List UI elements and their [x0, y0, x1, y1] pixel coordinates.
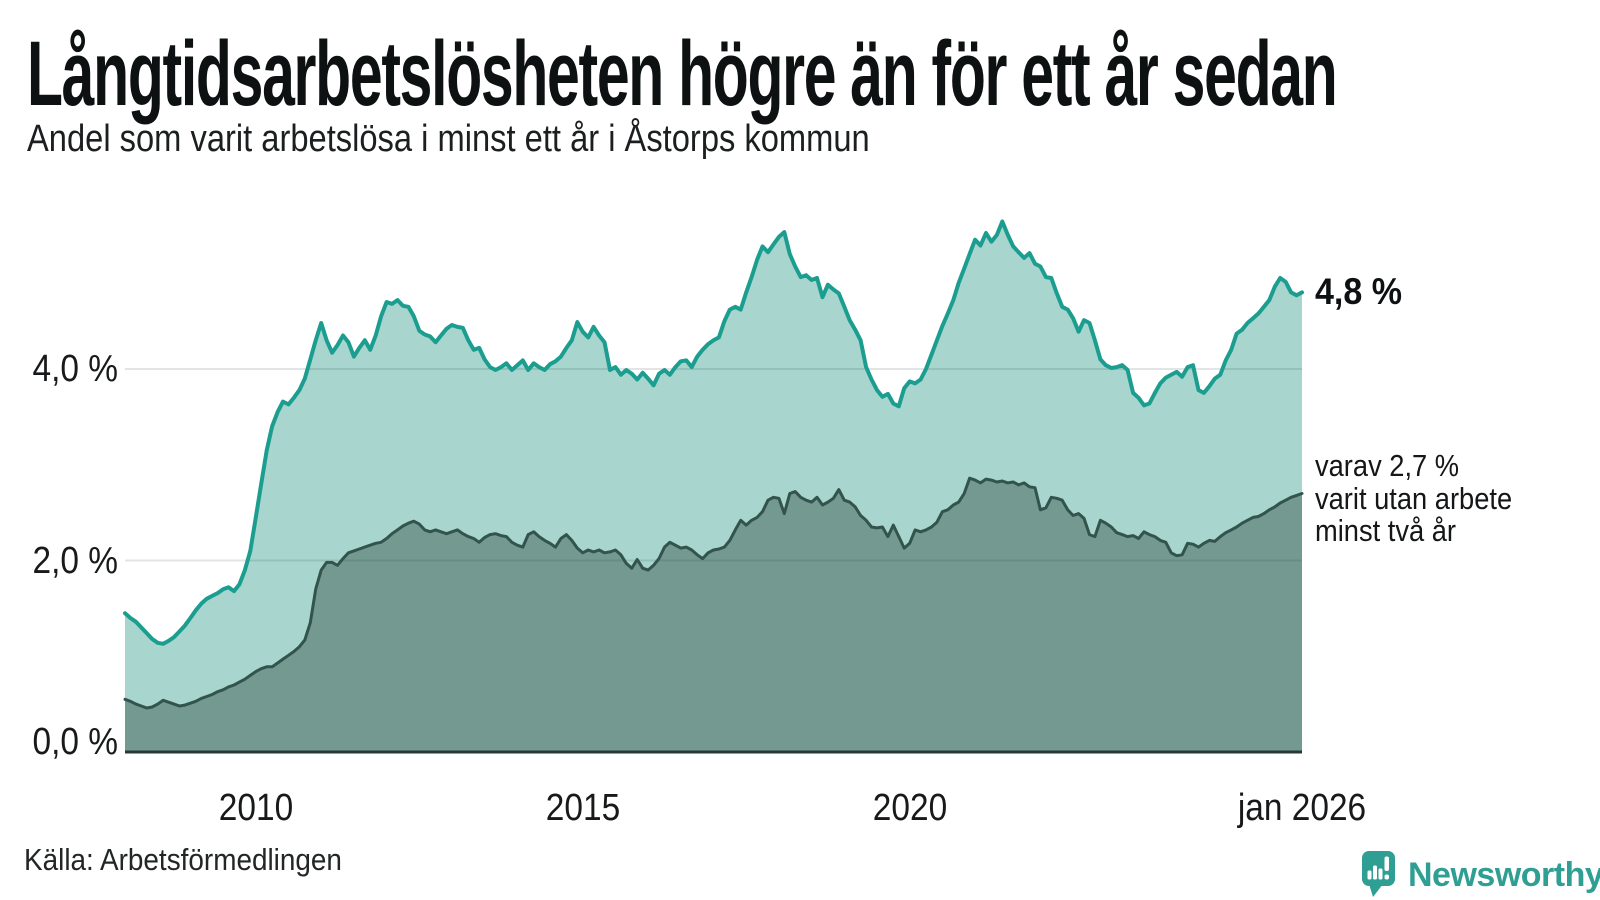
logo-bar-3: [1378, 868, 1383, 880]
logo-bar-2: [1373, 865, 1377, 880]
subset-annotation-line1: varav 2,7 %: [1315, 448, 1460, 483]
subset-area-fill: [125, 478, 1302, 752]
source-note: Källa: Arbetsförmedlingen: [24, 842, 342, 877]
x-tick-label: 2020: [872, 787, 947, 829]
subset-annotation: varav 2,7 % varit utan arbete minst två …: [1315, 448, 1513, 548]
subset-line: [123, 476, 1304, 710]
newsworthy-logo: Newsworthy: [1362, 851, 1600, 898]
y-tick-label: 2,0 %: [32, 539, 118, 582]
y-tick-label: 4,0 %: [32, 348, 118, 390]
total-line: [123, 219, 1304, 646]
newsworthy-wordmark: Newsworthy: [1408, 855, 1600, 894]
x-tick-label: 2015: [545, 787, 620, 829]
subset-annotation-line2: varit utan arbete: [1315, 480, 1513, 516]
gridlines: [125, 368, 1302, 562]
logo-exclamation-bar: [1384, 856, 1389, 871]
x-tick-label: jan 2026: [1237, 787, 1367, 829]
subset-annotation-line3: minst två år: [1315, 513, 1456, 548]
logo-exclamation-dot: [1384, 874, 1389, 880]
y-tick-label: 0,0 %: [32, 721, 118, 763]
page-subtitle-text: Andel som varit arbetslösa i minst ett å…: [27, 118, 870, 160]
latest-value-label: 4,8 %: [1315, 271, 1403, 312]
newsworthy-logo-icon: [1362, 851, 1395, 897]
page-subtitle: Andel som varit arbetslösa i minst ett å…: [27, 118, 1007, 161]
x-tick-label: 2010: [218, 787, 293, 829]
page-title: Långtidsarbetslösheten högre än för ett …: [27, 22, 1600, 127]
logo-bar-1: [1367, 870, 1372, 880]
page-title-text: Långtidsarbetslösheten högre än för ett …: [27, 23, 1338, 125]
